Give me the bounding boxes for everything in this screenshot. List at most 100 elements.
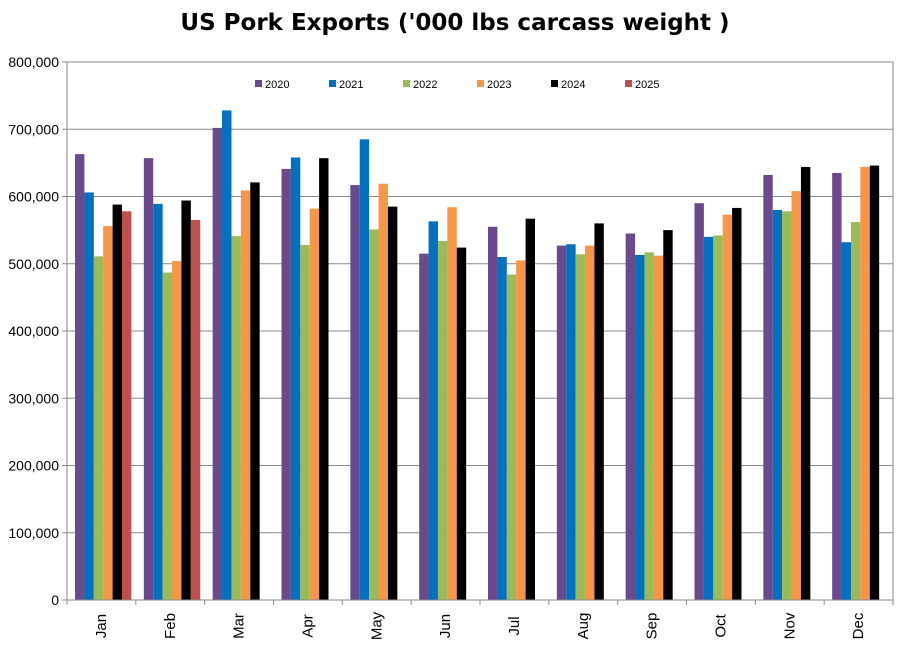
bar-2022-Apr (300, 244, 310, 601)
bar-2020-Jan (75, 154, 85, 600)
bar-2022-Nov (782, 211, 792, 601)
bar-2024-Jul (525, 218, 535, 600)
bar-2021-Aug (566, 244, 576, 600)
bar-2021-Jun (428, 221, 438, 600)
bar-2022-Feb (162, 272, 173, 600)
bar-2023-Dec (860, 166, 870, 600)
bar-2022-Sep (644, 252, 654, 600)
y-tick-label: 600,000 (8, 189, 59, 205)
bar-2020-Feb (143, 158, 154, 601)
bar-2024-Jan (112, 204, 122, 600)
legend-swatch-2022 (403, 80, 410, 87)
bar-2023-May (378, 183, 388, 600)
bar-2021-Nov (772, 209, 783, 600)
bar-2024-Dec (869, 165, 880, 600)
bar-2022-Aug (575, 254, 586, 600)
bars (75, 110, 880, 601)
bar-2020-Sep (625, 233, 636, 601)
y-tick-label: 200,000 (8, 458, 59, 474)
x-tick-label-jan: Jan (93, 614, 110, 638)
legend-swatch-2020 (255, 80, 262, 87)
x-tick-label-dec: Dec (850, 612, 867, 639)
legend-label-2023: 2023 (487, 79, 511, 91)
bar-2023-Jan (103, 226, 113, 600)
bar-2023-Sep (653, 255, 664, 600)
bar-2022-Jan (93, 256, 104, 600)
bar-2024-Mar (250, 182, 260, 600)
bar-2020-May (350, 185, 360, 600)
bar-2022-Jul (506, 274, 517, 600)
bar-2023-Mar (240, 190, 251, 600)
x-tick-label-may: May (368, 611, 385, 640)
legend-label-2022: 2022 (413, 79, 437, 91)
bar-2024-Nov (800, 166, 811, 600)
y-tick-label: 700,000 (8, 121, 59, 137)
bar-2020-Aug (556, 245, 567, 600)
bar-2023-Aug (585, 245, 595, 600)
y-tick-label: 500,000 (8, 256, 59, 272)
bar-2021-Feb (153, 203, 163, 600)
legend: 2020 2021 2022 2023 2024 2025 (255, 79, 659, 91)
x-tick-label-mar: Mar (231, 613, 248, 639)
bar-2020-Oct (694, 203, 704, 600)
legend-swatch-2025 (625, 80, 632, 87)
bar-2023-Apr (309, 208, 320, 601)
legend-swatch-2021 (329, 80, 336, 87)
bar-2023-Nov (791, 191, 801, 600)
x-tick-label-jun: Jun (437, 614, 454, 638)
y-tick-label: 100,000 (8, 525, 59, 541)
bar-2021-Oct (703, 236, 714, 600)
x-tick-label-aug: Aug (575, 613, 592, 640)
legend-label-2025: 2025 (635, 79, 659, 91)
y-axis: 0 100,000 200,000 300,000 400,000 500,000 600,… (8, 54, 67, 608)
bar-2020-Jul (488, 226, 498, 600)
bar-2021-Sep (635, 255, 645, 600)
y-tick-label: 800,000 (8, 54, 59, 70)
bar-2023-Jun (447, 207, 457, 600)
legend-swatch-2023 (477, 80, 484, 87)
bar-2021-May (359, 139, 370, 600)
bar-2021-Apr (290, 157, 301, 600)
x-tick-label-oct: Oct (712, 614, 729, 638)
bar-2020-Nov (763, 174, 773, 601)
x-tick-label-jul: Jul (506, 616, 523, 635)
bar-2021-Dec (841, 242, 851, 601)
bar-2021-Jan (84, 192, 94, 600)
bar-2025-Jan (122, 211, 132, 601)
bar-2025-Feb (190, 220, 201, 600)
legend-swatch-2024 (551, 80, 558, 87)
bar-2020-Jun (419, 253, 429, 600)
chart-title: US Pork Exports ('000 lbs carcass weight… (180, 10, 730, 36)
bar-2024-Sep (663, 230, 673, 600)
x-tick-label-sep: Sep (644, 613, 661, 640)
bar-2024-Oct (732, 207, 742, 600)
bar-2024-Feb (181, 200, 191, 600)
bar-2022-Mar (231, 236, 241, 601)
bar-2022-Jun (437, 240, 448, 600)
bar-2023-Oct (722, 214, 733, 600)
bar-2023-Feb (172, 261, 182, 600)
bar-2021-Jul (497, 257, 507, 600)
legend-label-2021: 2021 (339, 79, 363, 91)
bar-2022-May (369, 229, 379, 600)
bar-2024-Aug (594, 223, 604, 600)
bar-2024-May (387, 206, 398, 600)
bar-2020-Mar (212, 127, 223, 600)
y-tick-label: 400,000 (8, 323, 59, 339)
bar-2021-Mar (222, 110, 232, 601)
bar-2024-Jun (456, 247, 467, 601)
bar-2020-Dec (832, 172, 842, 600)
legend-label-2020: 2020 (265, 79, 289, 91)
legend-label-2024: 2024 (561, 79, 585, 91)
bar-2022-Oct (713, 235, 723, 600)
y-tick-label: 300,000 (8, 390, 59, 406)
bar-2024-Apr (319, 158, 329, 601)
x-axis: Jan Feb Mar Apr May Jun Jul Aug Sep Oct Nov Dec (66, 600, 894, 640)
x-tick-label-nov: Nov (781, 612, 798, 639)
bar-2022-Dec (850, 222, 861, 600)
bar-2023-Jul (516, 260, 526, 600)
bar-2020-Apr (281, 168, 291, 601)
y-tick-label: 0 (51, 592, 59, 608)
